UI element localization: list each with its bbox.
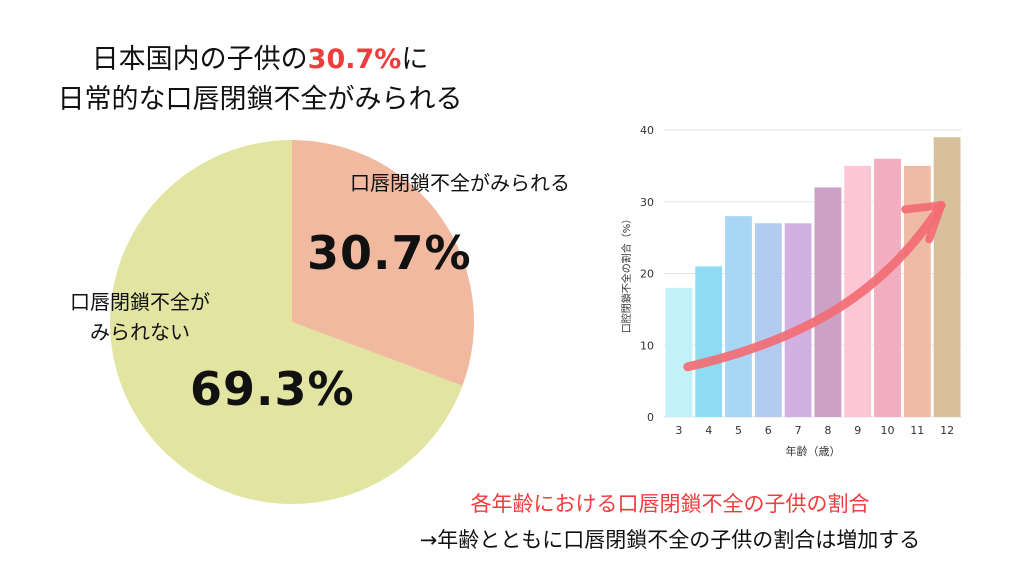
title-suffix: に [401,44,429,75]
bar-age-7 [784,223,812,417]
pie-slice-2 [110,140,463,504]
pie-label-slice-2-line-1: 口唇閉鎖不全が [70,290,210,314]
bar-age-6 [754,223,782,417]
pie-label-slice-1: 口唇閉鎖不全がみられる [350,171,570,195]
y-tick-label-40: 40 [640,124,654,137]
y-tick-label-10: 10 [640,339,654,352]
bar-chart-svg: 0 10 20 30 40 3 4 5 6 7 8 9 10 11 12 年齢（歳） 口腔閉鎖不全の割合（%） [620,124,962,458]
x-tick-label-10: 10 [881,424,895,437]
x-tick-label-4: 4 [705,424,712,437]
page-title: 日本国内の子供の30.7%に 日常的な口唇閉鎖不全がみられる [20,40,500,120]
pie-slice-1 [292,140,474,386]
x-tick-label-7: 7 [795,424,802,437]
bar-age-8 [814,187,842,417]
caption: 各年齢における口唇閉鎖不全の子供の割合 →年齢とともに口唇閉鎖不全の子供の割合は… [330,486,1010,558]
title-line-1: 日本国内の子供の30.7%に [20,40,500,80]
title-line-2: 日常的な口唇閉鎖不全がみられる [57,84,463,115]
bar-age-10 [874,158,901,417]
x-tick-label-9: 9 [854,424,861,437]
x-tick-label-6: 6 [765,424,772,437]
bar-age-12 [933,137,961,418]
y-tick-label-0: 0 [647,411,654,424]
y-tick-label-30: 30 [640,196,654,209]
x-axis-label: 年齢（歳） [786,444,841,458]
x-tick-label-11: 11 [910,424,924,437]
trend-arrow-head [901,201,946,244]
pie-label-slice-2-line-2: みられない [90,320,190,344]
pie-label-slice-2: 口唇閉鎖不全が みられない [40,287,240,347]
caption-line-1: 各年齢における口唇閉鎖不全の子供の割合 [470,492,870,516]
pie-value-slice-1: 30.7% [307,226,472,280]
x-tick-label-12: 12 [940,424,954,437]
bar-chart: 0 10 20 30 40 3 4 5 6 7 8 9 10 11 12 年齢（歳） 口腔閉鎖不全の割合（%） [618,112,970,462]
bar-age-5 [725,216,752,417]
title-highlight-percent: 30.7% [307,44,402,75]
bar-age-3 [665,287,693,417]
x-tick-label-5: 5 [735,424,742,437]
pie-value-slice-2: 69.3% [190,362,355,416]
x-tick-label-8: 8 [824,424,831,437]
bar-age-4 [695,266,723,417]
y-axis-label: 口腔閉鎖不全の割合（%） [620,214,633,334]
pie-chart-svg [110,140,474,504]
caption-line-2: →年齢とともに口唇閉鎖不全の子供の割合は増加する [419,528,921,552]
trend-arrow-shaft [683,200,946,372]
y-tick-label-20: 20 [640,268,654,281]
pie-chart [110,140,474,504]
x-tick-label-3: 3 [675,424,682,437]
title-prefix: 日本国内の子供の [91,44,308,75]
